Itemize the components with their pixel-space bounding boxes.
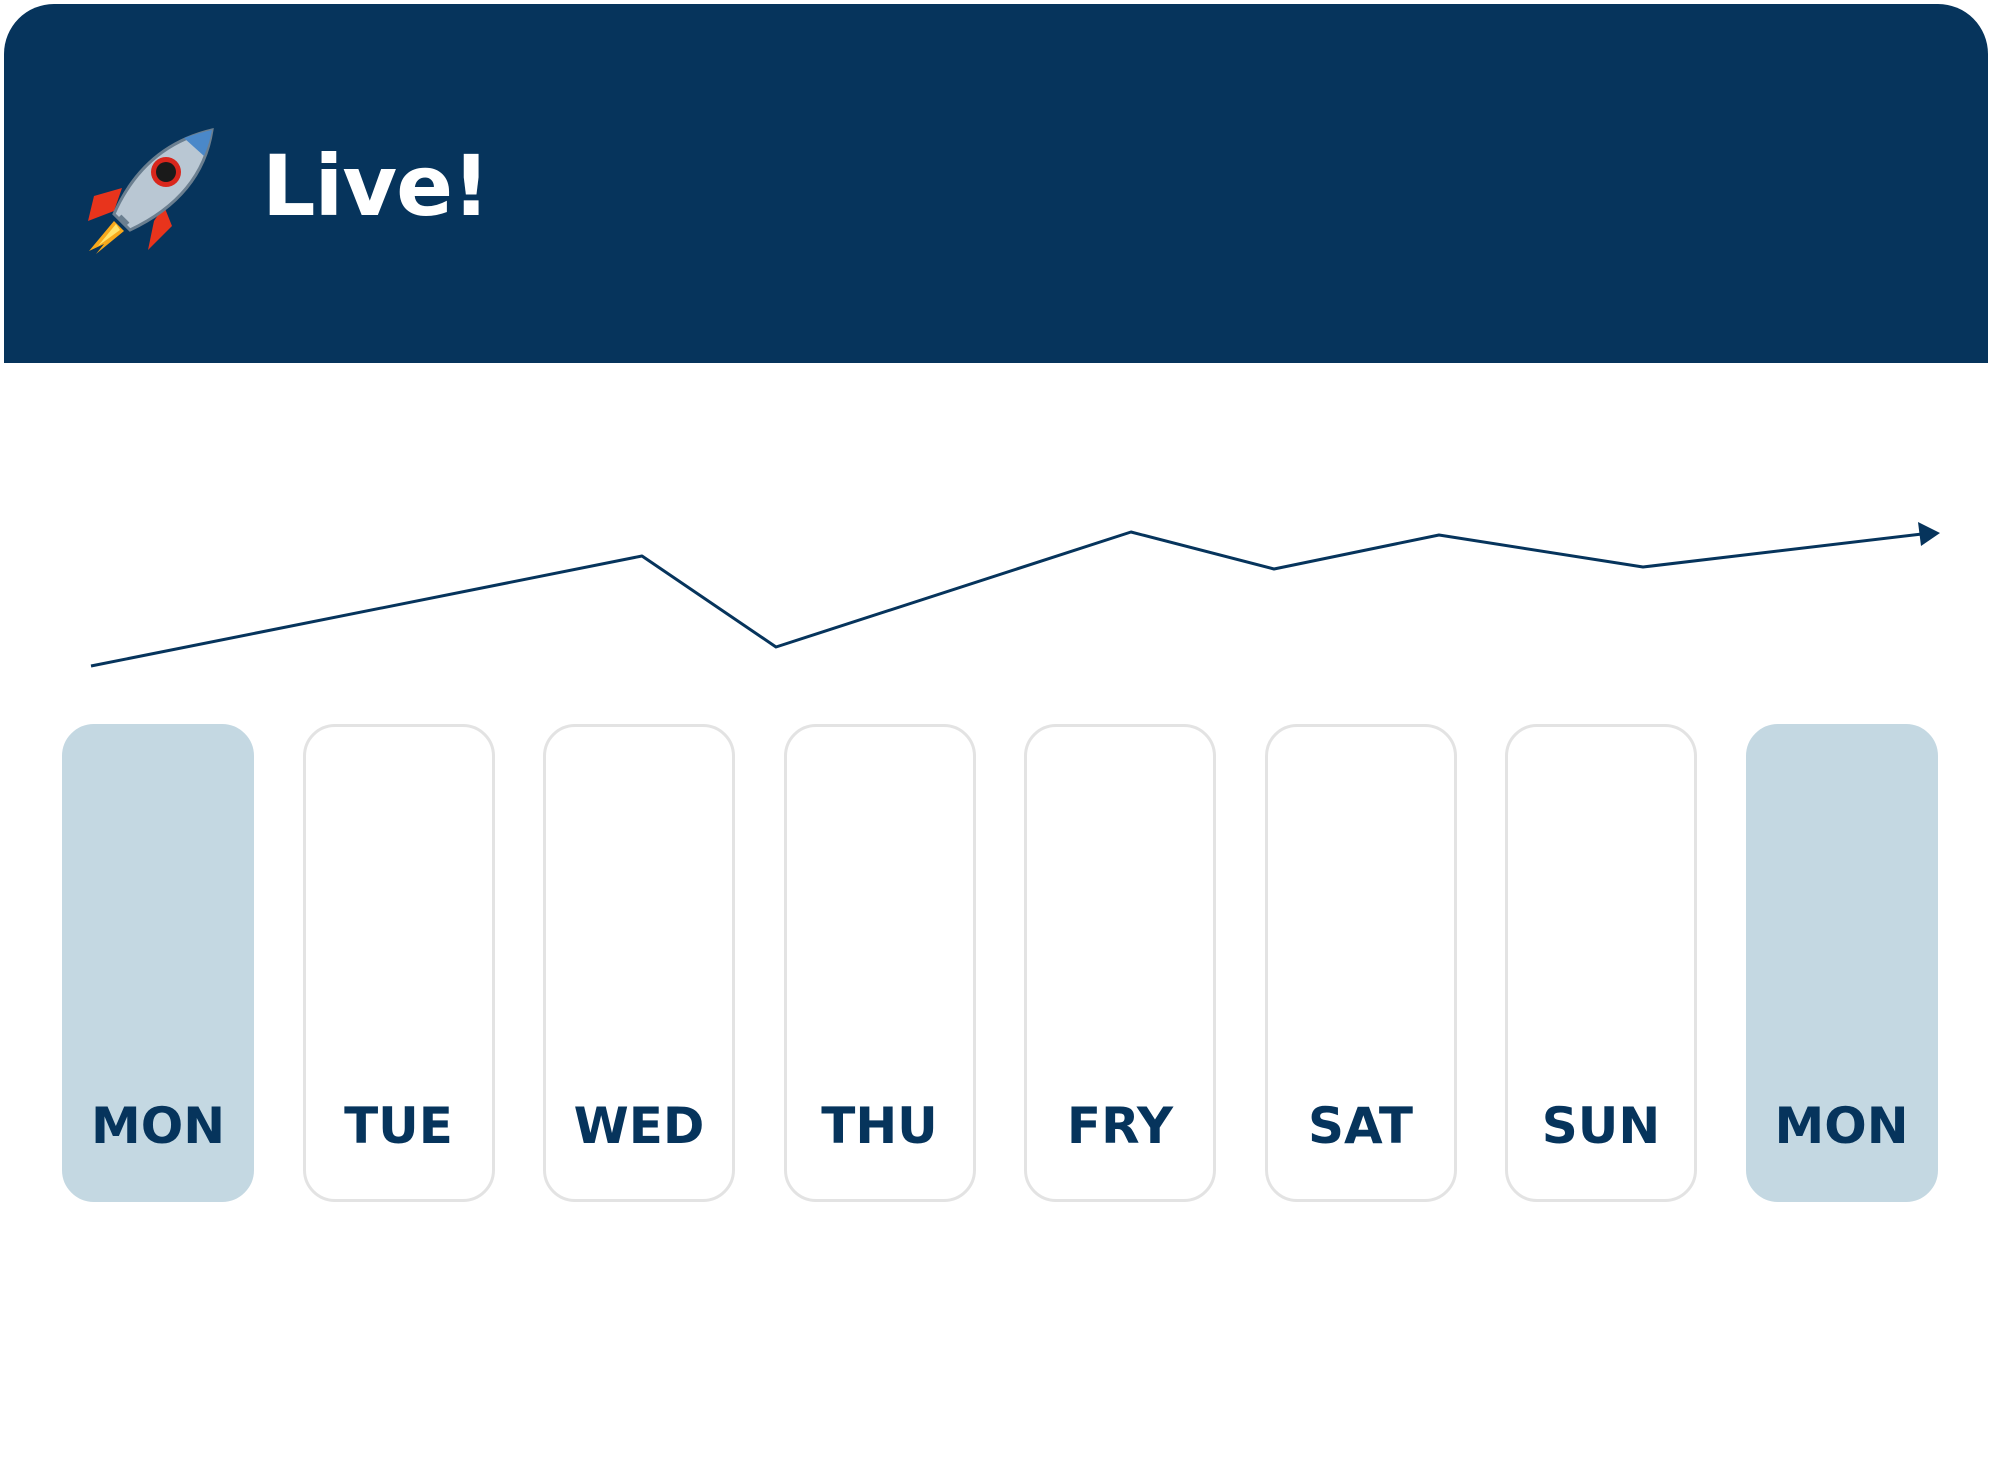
day-label: WED <box>573 1097 705 1155</box>
day-label: FRY <box>1066 1097 1174 1155</box>
day-card[interactable]: MON <box>1745 724 1938 1202</box>
day-card[interactable]: THU <box>783 724 976 1202</box>
day-label: THU <box>821 1097 938 1155</box>
day-label: SUN <box>1541 1097 1661 1155</box>
rocket-icon <box>88 128 214 254</box>
trend-line <box>90 522 1940 668</box>
header: Live! <box>4 4 1988 363</box>
day-card[interactable]: TUE <box>302 724 495 1202</box>
day-label: TUE <box>344 1097 453 1155</box>
day-card[interactable]: MON <box>62 724 254 1202</box>
day-label: MON <box>1774 1097 1909 1155</box>
day-card[interactable]: SUN <box>1505 724 1697 1202</box>
day-card[interactable]: SAT <box>1264 724 1457 1202</box>
title: Live! <box>262 137 490 235</box>
day-card[interactable]: WED <box>543 724 735 1202</box>
day-label: MON <box>90 1097 226 1155</box>
day-label: SAT <box>1308 1097 1413 1155</box>
day-card[interactable]: FRY <box>1024 724 1216 1202</box>
